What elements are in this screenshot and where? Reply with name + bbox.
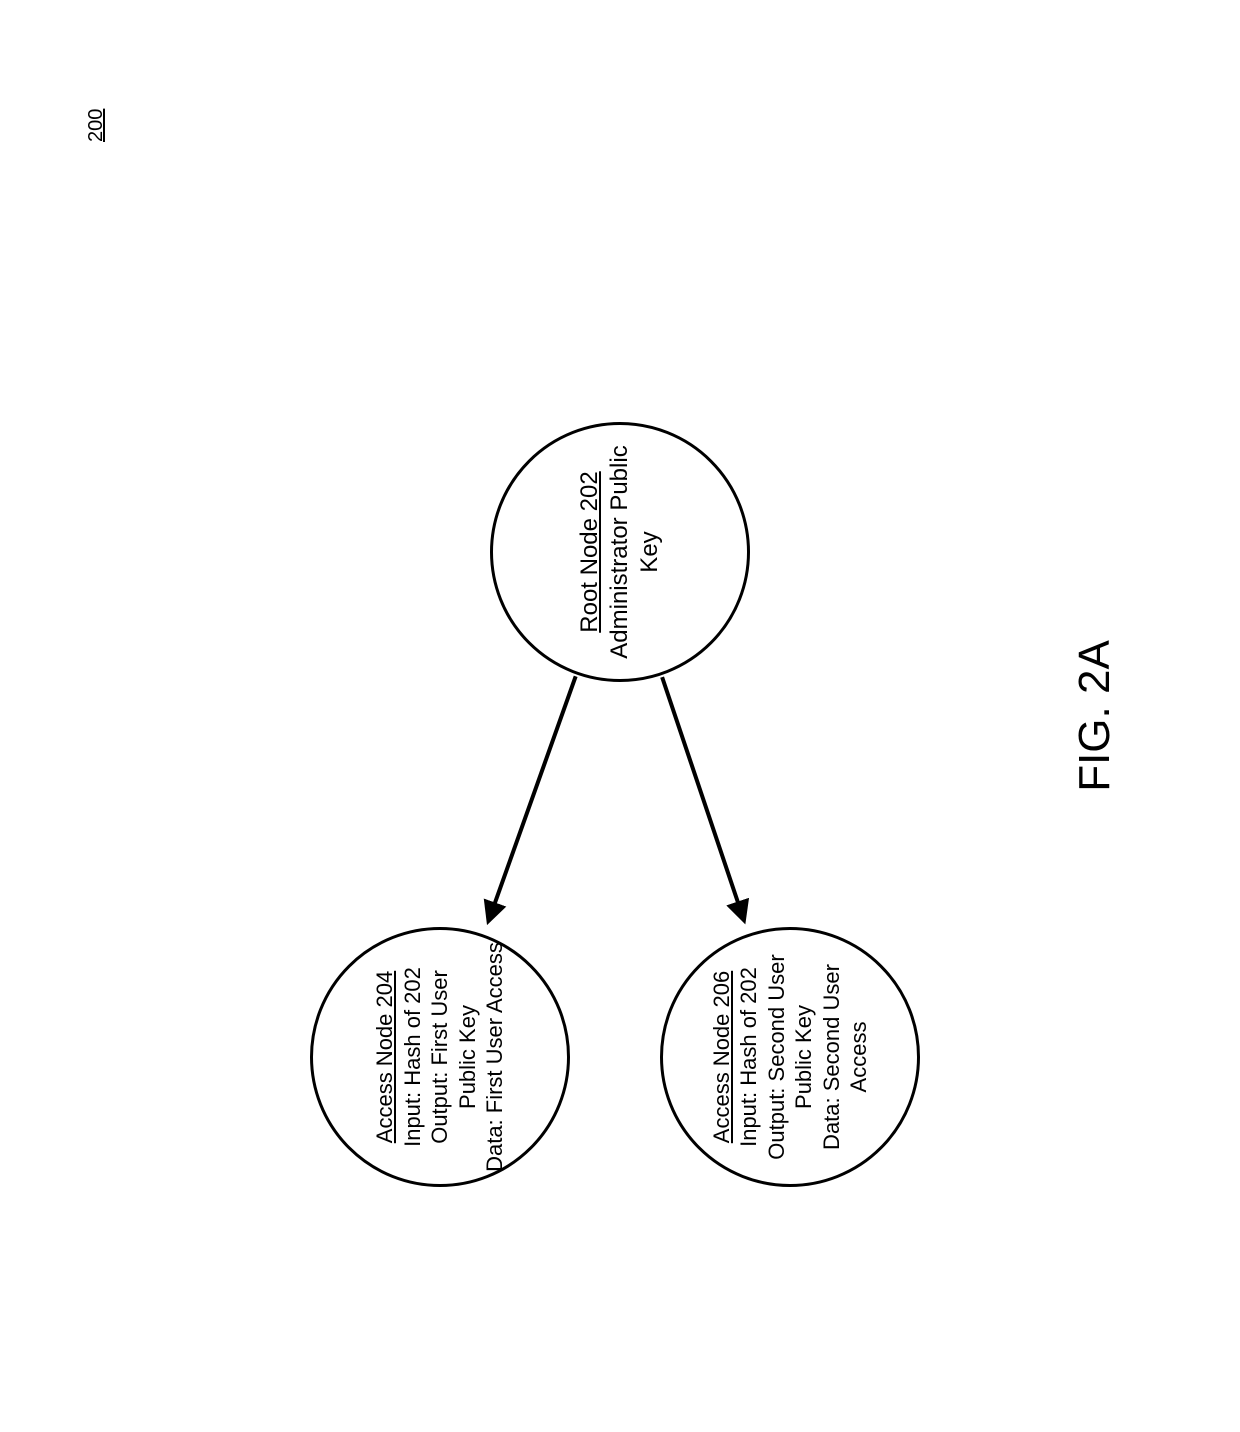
diagram-canvas: 200 FIG. 2A Root Node 202 Administrator … bbox=[0, 96, 1240, 1336]
access-node-1-title: Access Node 204 bbox=[371, 940, 399, 1174]
access-node-1: Access Node 204 Input: Hash of 202Output… bbox=[310, 927, 570, 1187]
figure-label: FIG. 2A bbox=[1070, 640, 1120, 792]
diagram-stage: 200 FIG. 2A Root Node 202 Administrator … bbox=[0, 0, 1240, 1432]
root-node-title: Root Node 202 bbox=[575, 435, 605, 669]
figure-label-text: FIG. 2A bbox=[1070, 640, 1119, 792]
figure-number: 200 bbox=[85, 109, 108, 142]
root-node: Root Node 202 Administrator Public Key bbox=[490, 422, 750, 682]
access-node-2: Access Node 206 Input: Hash of 202Output… bbox=[660, 927, 920, 1187]
root-node-body: Administrator Public Key bbox=[606, 445, 663, 658]
access-node-2-title: Access Node 206 bbox=[708, 940, 736, 1174]
access-node-2-body: Input: Hash of 202Output: Second User Pu… bbox=[736, 954, 871, 1159]
access-node-1-body: Input: Hash of 202Output: First User Pub… bbox=[400, 942, 508, 1172]
edges-layer bbox=[0, 0, 1240, 1432]
figure-number-text: 200 bbox=[85, 109, 107, 142]
